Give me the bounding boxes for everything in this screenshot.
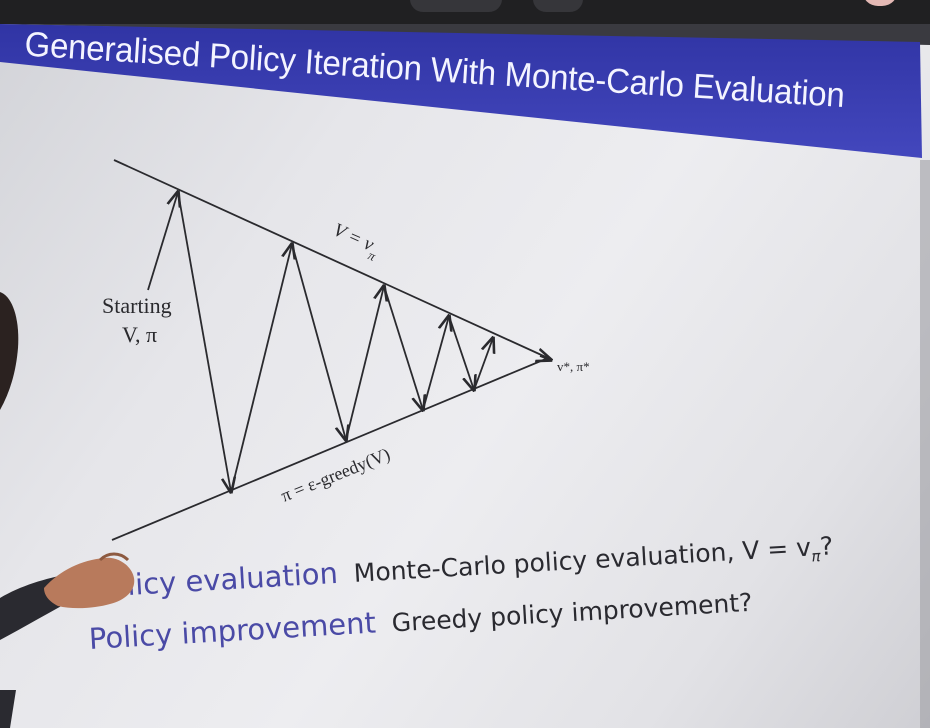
value-line (113, 159, 549, 359)
toolbar-pill[interactable] (410, 0, 502, 12)
presenter-head (0, 292, 19, 410)
start-label-line2: V, π (122, 322, 157, 347)
toolbar-pill-small[interactable] (533, 0, 583, 12)
video-top-bar (0, 0, 930, 24)
apex-label: v*, π* (557, 359, 590, 374)
start-label-line1: Starting (102, 293, 172, 318)
presenter-hand (44, 557, 135, 609)
start-arrow (147, 192, 178, 291)
avatar (862, 0, 898, 6)
screen-edge-shadow (920, 160, 930, 728)
